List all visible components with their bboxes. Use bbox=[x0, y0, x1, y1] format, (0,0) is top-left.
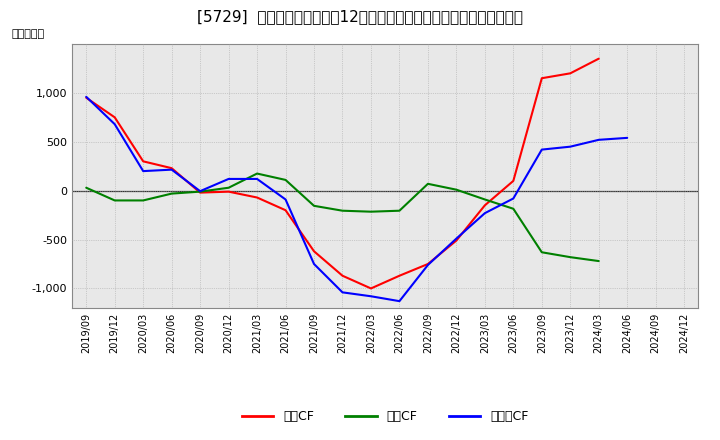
Legend: 営業CF, 投資CF, フリーCF: 営業CF, 投資CF, フリーCF bbox=[237, 406, 534, 429]
Y-axis label: （百万円）: （百万円） bbox=[12, 29, 45, 39]
Text: [5729]  キャッシュフローの12か月移動合計の対前年同期増減額の推移: [5729] キャッシュフローの12か月移動合計の対前年同期増減額の推移 bbox=[197, 9, 523, 24]
